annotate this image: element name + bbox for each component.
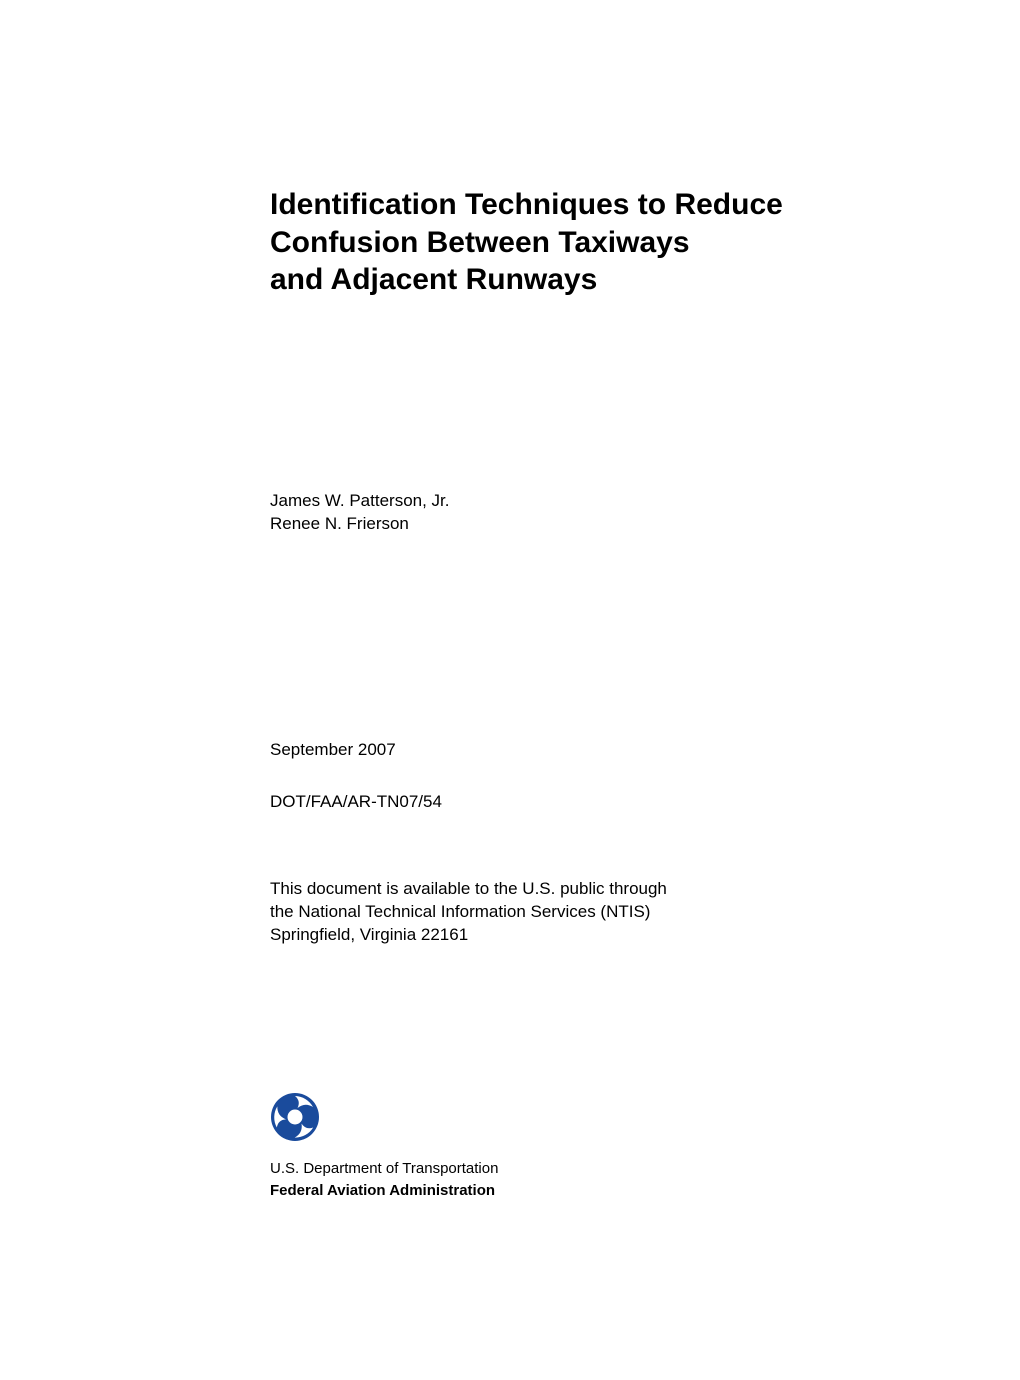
authors-block: James W. Patterson, Jr. Renee N. Frierso… [270,490,450,536]
department-name: U.S. Department of Transportation [270,1160,498,1177]
author-2: Renee N. Frierson [270,513,450,536]
availability-statement: This document is available to the U.S. p… [270,878,667,947]
main-content: Identification Techniques to Reduce Conf… [270,0,950,1320]
title-line-1: Identification Techniques to Reduce [270,186,783,224]
document-title: Identification Techniques to Reduce Conf… [270,186,783,299]
availability-line-1: This document is available to the U.S. p… [270,878,667,901]
agency-name: Federal Aviation Administration [270,1182,495,1199]
document-number: DOT/FAA/AR-TN07/54 [270,792,442,812]
title-line-2: Confusion Between Taxiways [270,224,783,262]
availability-line-2: the National Technical Information Servi… [270,901,667,924]
availability-line-3: Springfield, Virginia 22161 [270,924,667,947]
dot-logo-icon [270,1092,320,1147]
title-line-3: and Adjacent Runways [270,261,783,299]
publication-date: September 2007 [270,740,396,760]
author-1: James W. Patterson, Jr. [270,490,450,513]
